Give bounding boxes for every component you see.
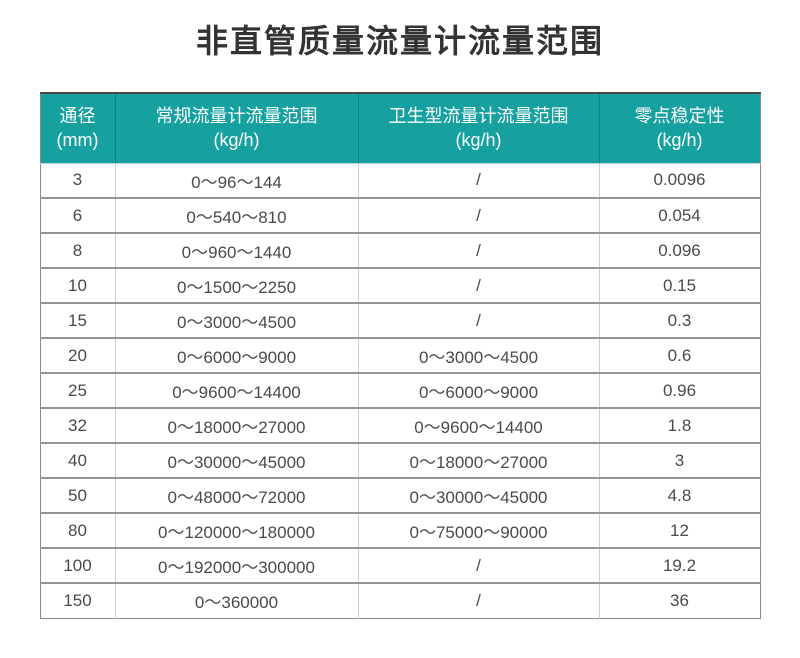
cell-standard-range: 0～360000: [114, 582, 358, 618]
cell-standard-range: 0～6000～9000: [114, 337, 358, 373]
cell-zero-stability: 0.096: [598, 232, 760, 268]
cell-diameter: 80: [40, 512, 115, 548]
cell-sanitary-range: 0～30000～45000: [357, 477, 599, 513]
header-zero-stability-label: 零点稳定性: [634, 106, 725, 127]
cell-zero-stability: 12: [598, 512, 760, 548]
cell-sanitary-range: /: [357, 267, 599, 303]
table-row: 10 0～1500～2250 / 0.15: [40, 267, 760, 303]
cell-standard-range: 0～30000～45000: [114, 442, 358, 478]
header-standard-range-unit: (kg/h): [213, 130, 260, 151]
cell-zero-stability: 0.6: [598, 337, 760, 373]
cell-zero-stability: 0.054: [598, 197, 760, 233]
table-row: 15 0～3000～4500 / 0.3: [40, 302, 760, 338]
cell-standard-range: 0～540～810: [114, 197, 358, 233]
header-standard-range-label: 常规流量计流量范围: [155, 106, 318, 127]
header-diameter-unit: (mm): [56, 130, 99, 151]
cell-standard-range: 0～120000～180000: [114, 512, 358, 548]
header-zero-stability: 零点稳定性 (kg/h): [598, 92, 760, 163]
header-sanitary-range-label: 卫生型流量计流量范围: [388, 106, 569, 127]
cell-zero-stability: 0.0096: [598, 162, 760, 198]
cell-diameter: 20: [40, 337, 115, 373]
cell-diameter: 10: [40, 267, 115, 303]
cell-zero-stability: 19.2: [598, 547, 760, 583]
table-row: 6 0～540～810 / 0.054: [40, 197, 760, 233]
cell-standard-range: 0～1500～2250: [114, 267, 358, 303]
cell-diameter: 100: [40, 547, 115, 583]
cell-diameter: 8: [40, 232, 115, 268]
cell-zero-stability: 4.8: [598, 477, 760, 513]
cell-sanitary-range: /: [357, 232, 599, 268]
cell-sanitary-range: 0～6000～9000: [357, 372, 599, 408]
cell-standard-range: 0～9600～14400: [114, 372, 358, 408]
cell-sanitary-range: 0～3000～4500: [357, 337, 599, 373]
table-row: 25 0～9600～14400 0～6000～9000 0.96: [40, 372, 760, 408]
cell-sanitary-range: /: [357, 197, 599, 233]
header-row: 通径 (mm) 常规流量计流量范围 (kg/h) 卫生型流量计流量范围 (kg/…: [40, 92, 760, 163]
header-zero-stability-unit: (kg/h): [656, 130, 703, 151]
cell-zero-stability: 0.3: [598, 302, 760, 338]
cell-standard-range: 0～48000～72000: [114, 477, 358, 513]
header-sanitary-range-unit: (kg/h): [455, 130, 502, 151]
spec-sheet-page: 非直管质量流量计流量范围 通径 (mm) 常规流量计流量范围 (kg/h) 卫生…: [0, 20, 800, 658]
table-row: 32 0～18000～27000 0～9600～14400 1.8: [40, 407, 760, 443]
cell-diameter: 6: [40, 197, 115, 233]
cell-diameter: 150: [40, 582, 115, 618]
cell-sanitary-range: /: [357, 582, 599, 618]
cell-standard-range: 0～3000～4500: [114, 302, 358, 338]
cell-diameter: 15: [40, 302, 115, 338]
cell-diameter: 25: [40, 372, 115, 408]
cell-sanitary-range: 0～75000～90000: [357, 512, 599, 548]
cell-standard-range: 0～18000～27000: [114, 407, 358, 443]
cell-zero-stability: 1.8: [598, 407, 760, 443]
header-standard-range: 常规流量计流量范围 (kg/h): [114, 92, 358, 163]
cell-diameter: 3: [40, 162, 115, 198]
cell-standard-range: 0～96～144: [114, 162, 358, 198]
header-sanitary-range: 卫生型流量计流量范围 (kg/h): [357, 92, 599, 163]
cell-sanitary-range: /: [357, 162, 599, 198]
cell-sanitary-range: 0～9600～14400: [357, 407, 599, 443]
cell-standard-range: 0～192000～300000: [114, 547, 358, 583]
cell-sanitary-range: /: [357, 302, 599, 338]
table-row: 20 0～6000～9000 0～3000～4500 0.6: [40, 337, 760, 373]
cell-zero-stability: 3: [598, 442, 760, 478]
cell-zero-stability: 36: [598, 582, 760, 618]
table-body: 3 0～96～144 / 0.0096 6 0～540～810 / 0.054 …: [40, 162, 760, 618]
cell-diameter: 40: [40, 442, 115, 478]
table-row: 100 0～192000～300000 / 19.2: [40, 547, 760, 583]
cell-sanitary-range: 0～18000～27000: [357, 442, 599, 478]
table-header: 通径 (mm) 常规流量计流量范围 (kg/h) 卫生型流量计流量范围 (kg/…: [40, 92, 760, 163]
cell-zero-stability: 0.96: [598, 372, 760, 408]
header-diameter-label: 通径: [59, 106, 96, 127]
cell-zero-stability: 0.15: [598, 267, 760, 303]
table-row: 3 0～96～144 / 0.0096: [40, 162, 760, 198]
table-row: 150 0～360000 / 36: [40, 582, 760, 618]
table-row: 50 0～48000～72000 0～30000～45000 4.8: [40, 477, 760, 513]
cell-diameter: 50: [40, 477, 115, 513]
table-row: 40 0～30000～45000 0～18000～27000 3: [40, 442, 760, 478]
cell-sanitary-range: /: [357, 547, 599, 583]
cell-standard-range: 0～960～1440: [114, 232, 358, 268]
table-row: 80 0～120000～180000 0～75000～90000 12: [40, 512, 760, 548]
cell-diameter: 32: [40, 407, 115, 443]
header-diameter: 通径 (mm): [40, 92, 115, 163]
table-row: 8 0～960～1440 / 0.096: [40, 232, 760, 268]
page-title: 非直管质量流量计流量范围: [195, 23, 604, 59]
flow-range-table: 通径 (mm) 常规流量计流量范围 (kg/h) 卫生型流量计流量范围 (kg/…: [39, 92, 761, 619]
